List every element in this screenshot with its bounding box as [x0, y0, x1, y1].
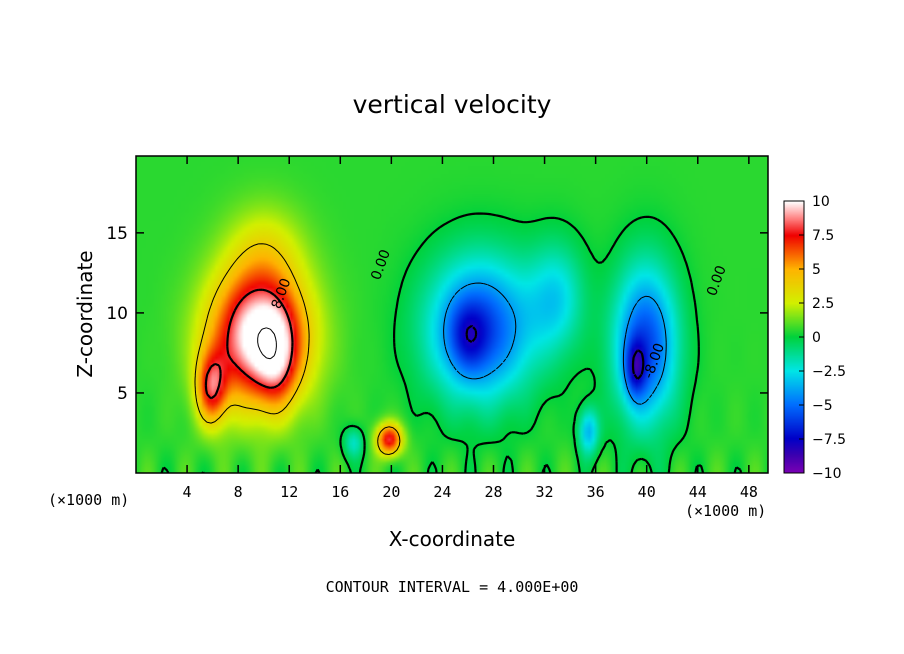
x-unit-label-right: (×1000 m) — [685, 502, 766, 520]
y-tick-label: 10 — [106, 304, 128, 324]
x-axis-ticks: 4 8 12 16 20 24 28 32 36 40 44 48 — [183, 156, 758, 501]
x-tick-label: 28 — [484, 483, 502, 501]
y-tick-label: 5 — [117, 384, 128, 404]
colorbar-ticks: 10 7.5 5 2.5 0 −2.5 −5 −7.5 −10 — [799, 194, 846, 482]
colorbar-tick-label: −7.5 — [812, 432, 846, 448]
contour-line — [194, 243, 401, 455]
contour-line — [465, 324, 645, 380]
x-tick-label: 48 — [740, 483, 758, 501]
x-unit-label-left: (×1000 m) — [48, 491, 129, 509]
colorbar-tick-label: 10 — [812, 194, 830, 210]
x-tick-label: 4 — [183, 483, 192, 501]
colorbar-tick-label: 0 — [812, 330, 821, 346]
y-tick-label: 15 — [106, 224, 128, 244]
x-axis-label: X-coordinate — [389, 527, 516, 551]
colorbar-tick-label: −2.5 — [812, 364, 846, 380]
contour-line — [204, 288, 294, 400]
x-tick-label: 40 — [638, 483, 656, 501]
colorbar-tick-label: −5 — [812, 398, 833, 414]
x-tick-label: 12 — [280, 483, 298, 501]
contour-line — [443, 282, 667, 405]
contour-line — [257, 327, 277, 360]
chart-title: vertical velocity — [353, 90, 552, 119]
colorbar-tick-label: −10 — [812, 466, 842, 482]
x-tick-label: 24 — [433, 483, 451, 501]
x-tick-label: 44 — [689, 483, 707, 501]
colorbar-tick-label: 2.5 — [812, 296, 834, 312]
x-tick-label: 16 — [331, 483, 349, 501]
contour-interval-footer: CONTOUR INTERVAL = 4.000E+00 — [326, 578, 579, 596]
x-tick-label: 32 — [536, 483, 554, 501]
plot-frame — [135, 155, 769, 474]
colorbar-tick-label: 5 — [812, 262, 821, 278]
y-axis-ticks: 5 10 15 — [106, 224, 768, 404]
colorbar-tick-label: 7.5 — [812, 228, 834, 244]
colorbar: 10 7.5 5 2.5 0 −2.5 −5 −7.5 −10 — [783, 194, 846, 482]
contour-lines — [160, 212, 743, 473]
contour-line — [160, 212, 743, 473]
y-axis-label: Z-coordinate — [73, 250, 97, 377]
x-tick-label: 8 — [234, 483, 243, 501]
heatmap-field — [136, 156, 768, 473]
x-tick-label: 20 — [382, 483, 400, 501]
x-tick-label: 36 — [587, 483, 605, 501]
